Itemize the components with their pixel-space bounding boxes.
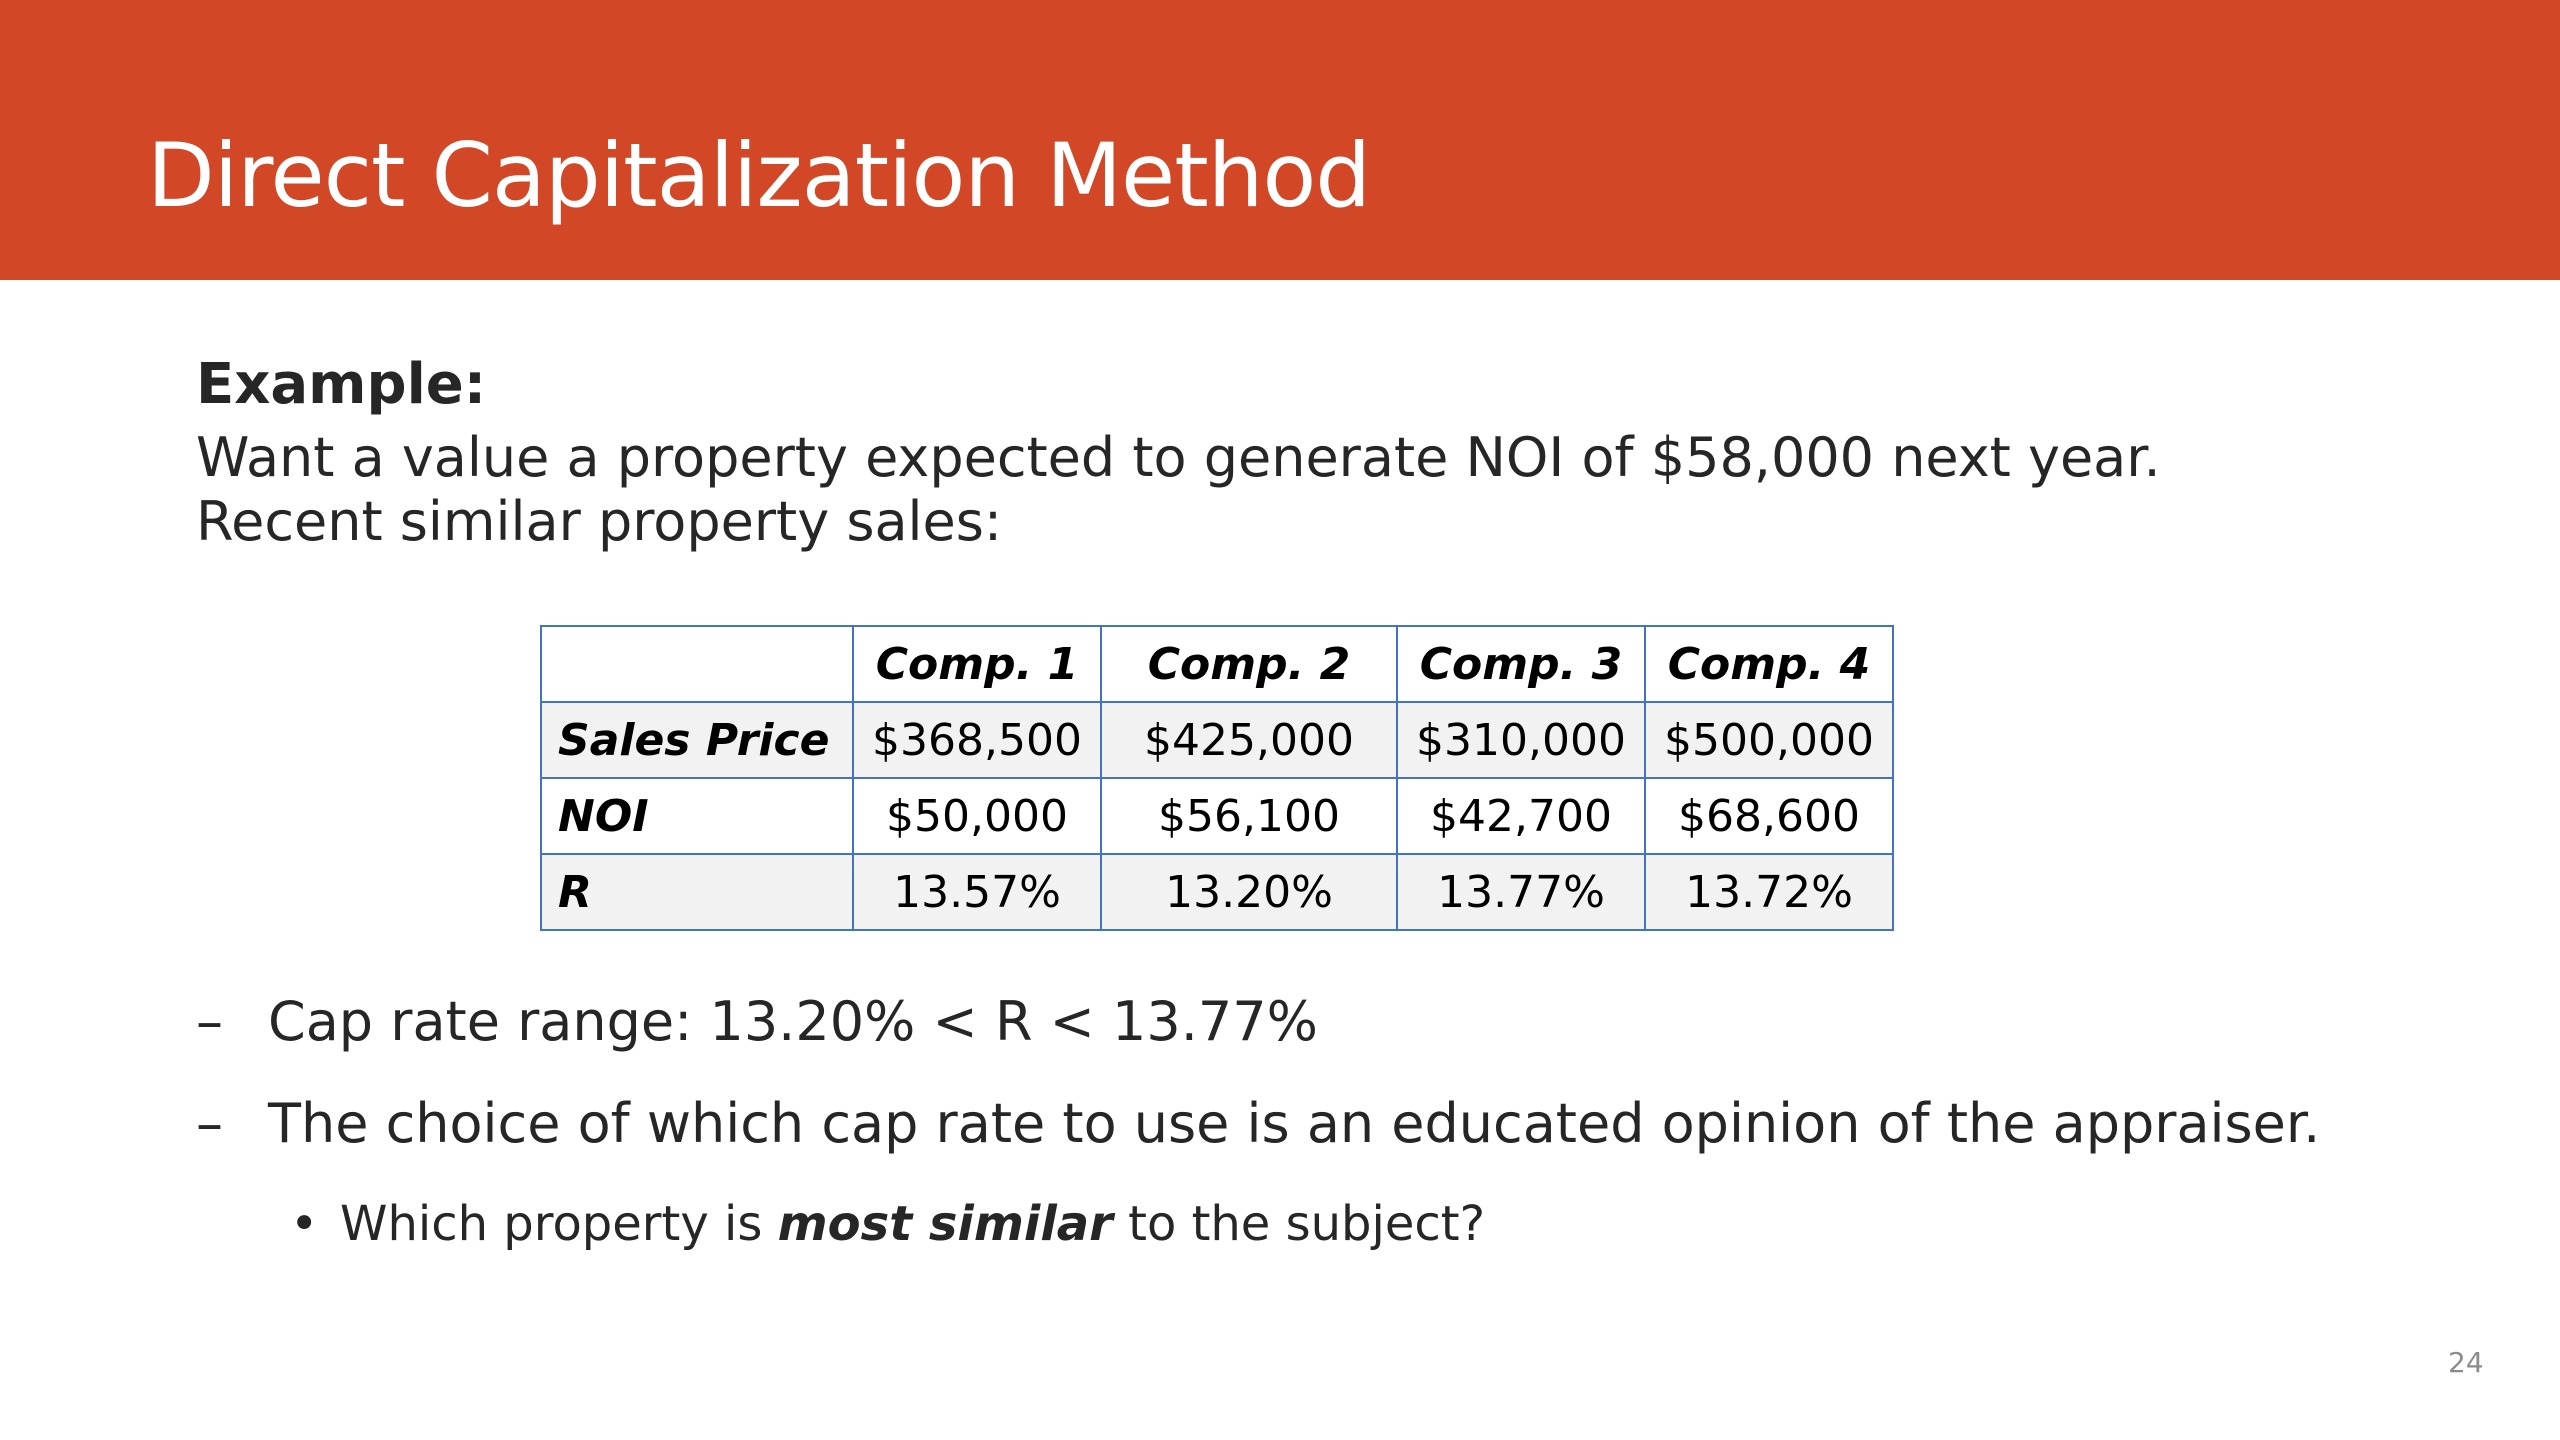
sub-item-emphasis: most similar (777, 1196, 1113, 1252)
table-header-cell: Comp. 3 (1396, 625, 1646, 703)
table-cell: $425,000 (1100, 701, 1398, 779)
sub-item-text-before: Which property is (340, 1196, 778, 1252)
dash-list: – Cap rate range: 13.20% < R < 13.77% – … (196, 990, 2496, 1194)
table-header-cell: Comp. 2 (1100, 625, 1398, 703)
row-label: Sales Price (540, 701, 854, 779)
content-area: Example: Want a value a property expecte… (196, 350, 2446, 554)
table-header-cell: Comp. 4 (1644, 625, 1894, 703)
slide-title: Direct Capitalization Method (147, 124, 1371, 227)
list-item: – Cap rate range: 13.20% < R < 13.77% (196, 990, 2496, 1054)
dash-marker: – (196, 1092, 223, 1155)
row-label: NOI (540, 777, 854, 855)
sub-list-item: • Which property is most similar to the … (290, 1194, 1485, 1254)
bullet-marker: • (290, 1196, 319, 1252)
table-cell: $68,600 (1644, 777, 1894, 855)
sub-item-text-after: to the subject? (1112, 1196, 1486, 1252)
table-header-cell (540, 625, 854, 703)
table-header-row: Comp. 1 Comp. 2 Comp. 3 Comp. 4 (540, 625, 1894, 703)
table-cell: 13.20% (1100, 853, 1398, 931)
list-item-text: The choice of which cap rate to use is a… (268, 1092, 2321, 1155)
example-label: Example: (196, 352, 487, 417)
page-number: 24 (2448, 1346, 2484, 1379)
table-row: Sales Price $368,500 $425,000 $310,000 $… (540, 701, 1894, 779)
list-item: – The choice of which cap rate to use is… (196, 1092, 2496, 1156)
list-item-text: Cap rate range: 13.20% < R < 13.77% (268, 990, 1318, 1053)
row-label: R (540, 853, 854, 931)
table-row: R 13.57% 13.20% 13.77% 13.72% (540, 853, 1894, 931)
dash-marker: – (196, 990, 223, 1053)
table-cell: $368,500 (852, 701, 1102, 779)
comparables-table: Comp. 1 Comp. 2 Comp. 3 Comp. 4 Sales Pr… (540, 625, 1894, 931)
table-cell: 13.77% (1396, 853, 1646, 931)
table-cell: 13.57% (852, 853, 1102, 931)
table-cell: $500,000 (1644, 701, 1894, 779)
intro-text: Want a value a property expected to gene… (196, 426, 2161, 553)
table-cell: $310,000 (1396, 701, 1646, 779)
title-bar: Direct Capitalization Method (0, 0, 2560, 280)
table-cell: $56,100 (1100, 777, 1398, 855)
table-cell: $50,000 (852, 777, 1102, 855)
table-row: NOI $50,000 $56,100 $42,700 $68,600 (540, 777, 1894, 855)
table-header-cell: Comp. 1 (852, 625, 1102, 703)
table-cell: $42,700 (1396, 777, 1646, 855)
table-cell: 13.72% (1644, 853, 1894, 931)
